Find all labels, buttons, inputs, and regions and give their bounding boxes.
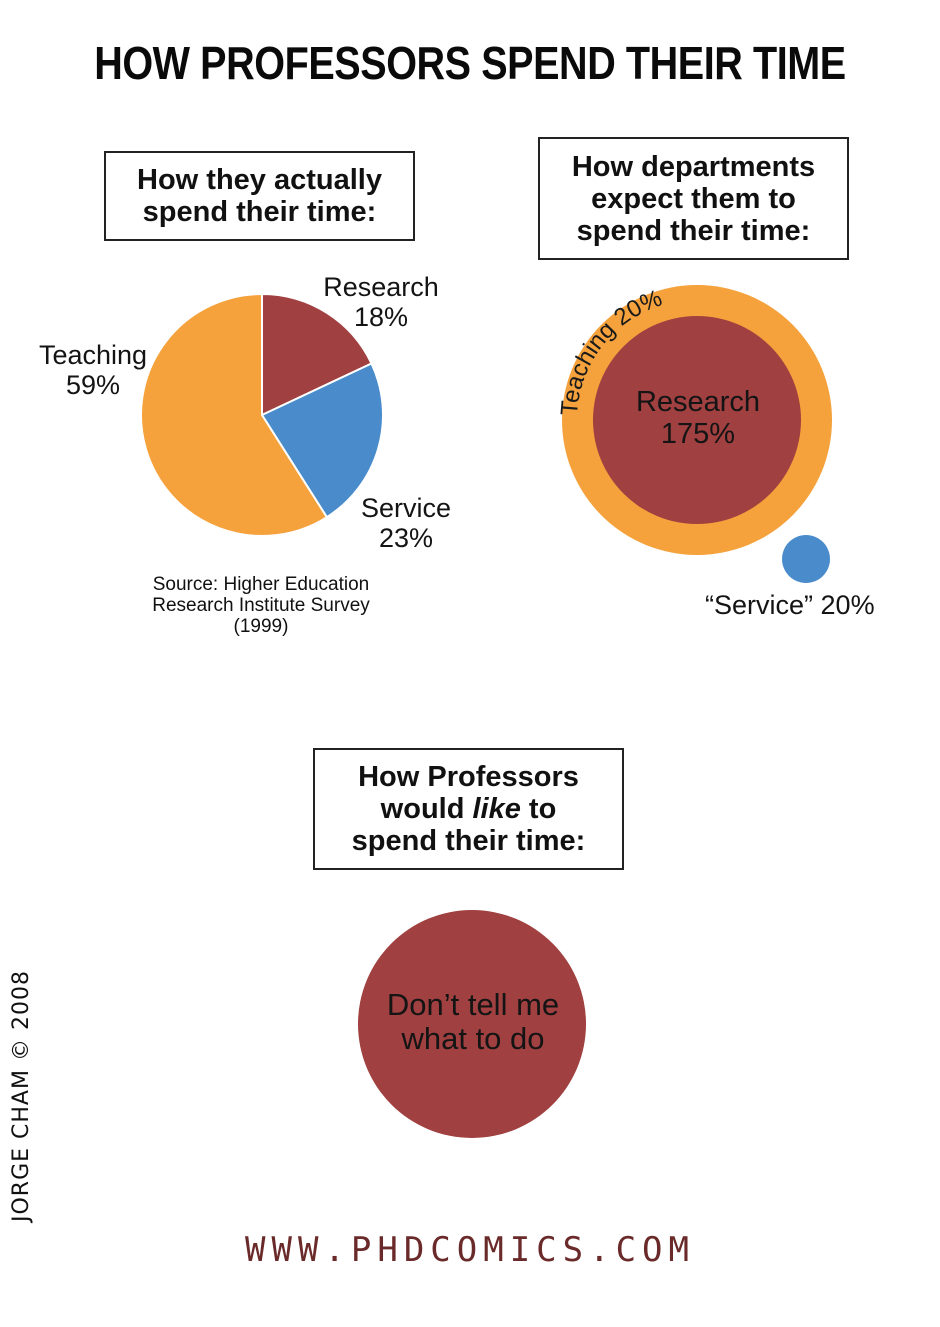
bubble-label-service-name: “Service”: [705, 590, 814, 620]
pie-label-research-value: 18%: [353, 302, 409, 332]
pie-label-service-value: 23%: [378, 523, 434, 553]
like-bubble-line-1: Don’t tell me: [386, 987, 560, 1022]
bubble-label-research-value: 175%: [660, 418, 736, 450]
source-note: Source: Higher Education Research Instit…: [130, 574, 392, 637]
like-heading-line-2c: to: [520, 793, 557, 825]
expected-heading-line-2: expect them to: [591, 182, 796, 215]
pie-label-teaching: Teaching 59%: [30, 340, 156, 400]
bubble-research: [593, 316, 801, 524]
actual-heading-line-2: spend their time:: [142, 196, 377, 228]
pie-label-service-name: Service: [360, 493, 452, 523]
like-heading-emphasis: like: [472, 793, 521, 825]
pie-label-service: Service 23%: [348, 493, 464, 553]
expected-heading-line-1: How departments: [571, 150, 816, 183]
like-heading-line-1: How Professors: [358, 761, 579, 793]
bubble-label-research: Research 175%: [608, 386, 788, 450]
page-title: HOW PROFESSORS SPEND THEIR TIME: [94, 37, 846, 89]
source-line-3: (1999): [233, 616, 289, 637]
pie-label-teaching-name: Teaching: [38, 340, 148, 370]
pie-label-research: Research 18%: [312, 272, 450, 332]
source-line-2: Research Institute Survey: [152, 595, 370, 616]
bubble-service: [782, 535, 830, 583]
like-time-heading-box: How Professors would like to spend their…: [313, 748, 624, 870]
like-bubble-text: Don’t tell me what to do: [360, 988, 586, 1056]
like-bubble-line-2: what to do: [401, 1021, 545, 1056]
source-line-1: Source: Higher Education: [152, 574, 370, 595]
actual-heading-line-1: How they actually: [137, 164, 382, 196]
like-bubble: [358, 910, 586, 1138]
like-heading-line-2a: would: [380, 793, 473, 825]
website-url[interactable]: WWW.PHDCOMICS.COM: [245, 1230, 695, 1270]
bubble-label-service-value: 20%: [820, 590, 875, 620]
bubble-label-service: “Service” 20%: [705, 590, 905, 620]
pie-slice-service: [261, 362, 384, 519]
pie-slice-teaching: [140, 293, 328, 537]
bubble-label-research-name: Research: [635, 386, 761, 418]
like-heading-line-3: spend their time:: [351, 825, 586, 857]
artist-credit: JORGE CHAM © 2008: [9, 970, 34, 1222]
like-heading-line-2: would like to: [381, 793, 557, 825]
pie-slice-research: [261, 293, 373, 416]
pie-label-research-name: Research: [323, 272, 439, 302]
expected-time-heading-box: How departments expect them to spend the…: [538, 137, 849, 260]
pie-label-teaching-value: 59%: [65, 370, 121, 400]
actual-time-heading-box: How they actually spend their time:: [104, 151, 415, 241]
expected-heading-line-3: spend their time:: [576, 214, 811, 247]
